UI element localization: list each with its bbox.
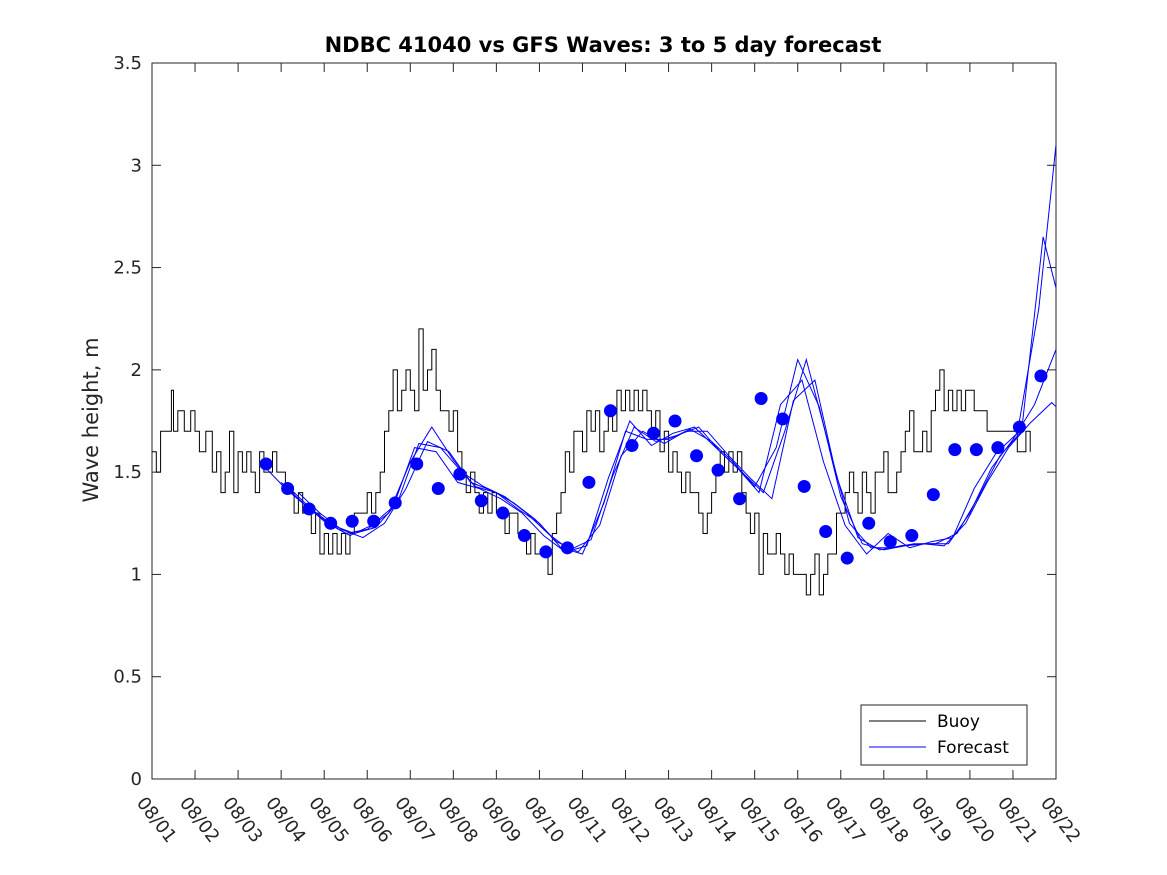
forecast-point: [711, 463, 725, 477]
forecast-point: [345, 514, 359, 528]
legend-box: [860, 704, 1028, 766]
forecast-line-3: [298, 379, 1057, 553]
forecast-point: [948, 443, 962, 457]
y-tick-label: 2.5: [113, 258, 142, 279]
x-tick-label: 08/01: [132, 793, 180, 847]
legend-forecast-label: Forecast: [937, 738, 1009, 758]
forecast-point: [862, 516, 876, 530]
chart-title: NDBC 41040 vs GFS Waves: 3 to 5 day fore…: [325, 33, 882, 57]
forecast-line-4: [289, 236, 1057, 551]
y-axis-label: Wave height, m: [79, 337, 103, 502]
forecast-point: [603, 404, 617, 418]
forecast-point: [754, 391, 768, 405]
forecast-point: [560, 541, 574, 555]
x-tick-label: 08/17: [821, 793, 869, 847]
y-tick-label: 2: [131, 360, 142, 381]
x-tick-label: 08/05: [304, 793, 352, 847]
x-tick-label: 08/13: [649, 793, 697, 847]
forecast-point: [496, 506, 510, 520]
x-tick-label: 08/21: [993, 793, 1041, 847]
forecast-point: [453, 467, 467, 481]
forecast-point: [259, 457, 273, 471]
forecast-point: [733, 492, 747, 506]
forecast-point: [991, 441, 1005, 455]
x-tick-label: 08/22: [1036, 793, 1084, 847]
forecast-point: [324, 516, 338, 530]
forecast-point: [474, 494, 488, 508]
x-tick-label: 08/15: [735, 793, 783, 847]
y-tick-label: 1.5: [113, 462, 142, 483]
forecast-point: [281, 482, 295, 496]
forecast-point: [582, 475, 596, 489]
x-tick-label: 08/09: [476, 793, 524, 847]
forecast-point: [431, 482, 445, 496]
x-tick-label: 08/10: [519, 793, 567, 847]
x-tick-label: 08/20: [950, 793, 998, 847]
x-tick-label: 08/07: [390, 793, 438, 847]
forecast-point: [367, 514, 381, 528]
forecast-point: [1012, 420, 1026, 434]
y-tick-label: 0.5: [113, 667, 142, 688]
x-tick-label: 08/02: [175, 793, 223, 847]
forecast-point: [819, 524, 833, 538]
forecast-point: [883, 535, 897, 549]
forecast-point: [517, 529, 531, 543]
x-tick-label: 08/19: [907, 793, 955, 847]
plot-area-frame: [151, 62, 1057, 780]
forecast-point: [539, 545, 553, 559]
y-tick-label: 0: [131, 769, 142, 790]
forecast-point: [668, 414, 682, 428]
x-tick-label: 08/18: [864, 793, 912, 847]
x-tick-label: 08/14: [692, 793, 740, 847]
buoy-series: [152, 328, 1031, 596]
forecast-point: [625, 439, 639, 453]
x-tick-label: 08/16: [778, 793, 826, 847]
x-tick-label: 08/08: [433, 793, 481, 847]
x-tick-label: 08/06: [347, 793, 395, 847]
x-tick-label: 08/11: [563, 793, 611, 847]
forecast-point: [797, 479, 811, 493]
buoy-line: [152, 328, 1031, 596]
forecast-point: [647, 426, 661, 440]
forecast-point: [926, 488, 940, 502]
forecast-point: [905, 529, 919, 543]
y-tick-label: 3.5: [113, 53, 142, 74]
forecast-point: [388, 496, 402, 510]
legend: Buoy Forecast: [860, 704, 1028, 766]
forecast-point: [969, 443, 983, 457]
forecast-point: [840, 551, 854, 565]
x-tick-label: 08/12: [606, 793, 654, 847]
forecast-point: [1034, 369, 1048, 383]
forecast-point: [690, 449, 704, 463]
y-tick-label: 3: [131, 155, 142, 176]
y-tick-label: 1: [131, 564, 142, 585]
forecast-point: [302, 502, 316, 516]
x-tick-label: 08/03: [218, 793, 266, 847]
forecast-point: [776, 412, 790, 426]
forecast-point: [410, 457, 424, 471]
x-tick-label: 08/04: [261, 793, 309, 847]
forecast-series: [263, 144, 1057, 555]
legend-buoy-label: Buoy: [937, 712, 980, 732]
forecast-markers: [259, 369, 1048, 565]
